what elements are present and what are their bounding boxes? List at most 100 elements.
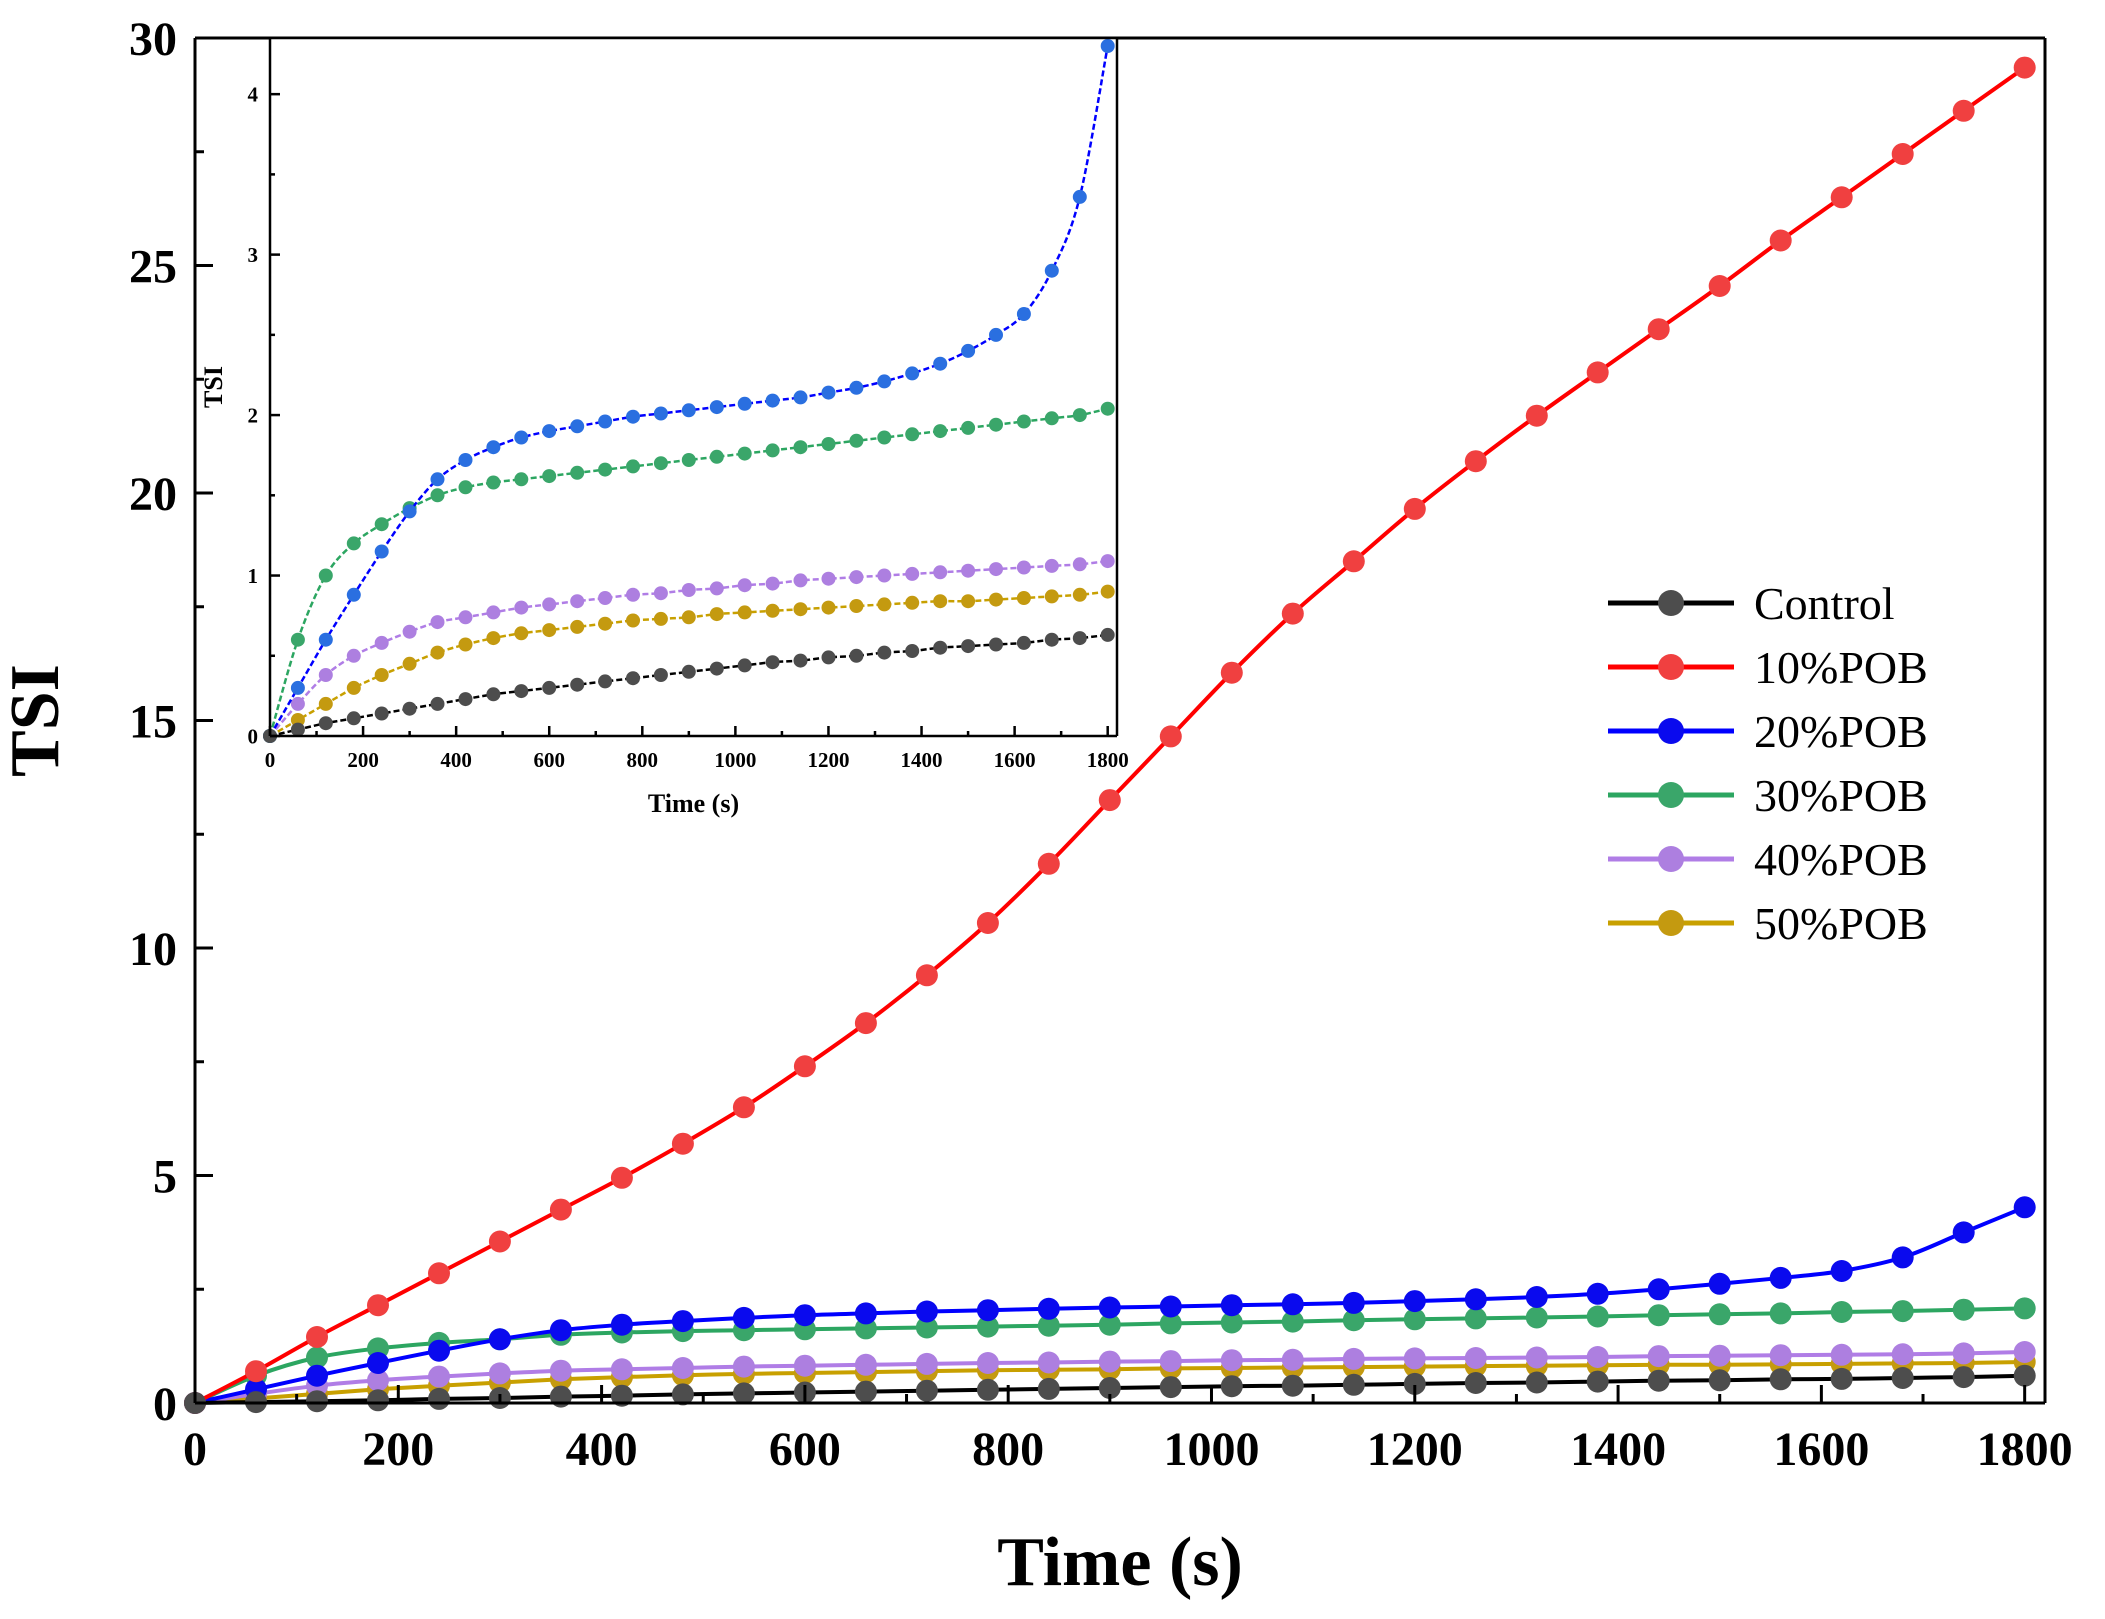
main-point-30pct-pob-27 [1830,1301,1853,1323]
inset-point-control-30 [1100,627,1115,642]
inset-point-20pct-pob-30 [1100,39,1115,53]
main-point-10pct-pob-26 [1769,229,1792,252]
inset-point-30pct-pob-13 [626,459,640,474]
inset-point-50pct-pob-11 [570,619,585,634]
inset-point-50pct-pob-9 [514,626,529,641]
inset-point-30pct-pob-21 [849,433,864,448]
main-point-30pct-pob-15 [1098,1313,1121,1336]
main-y-tick-label-20: 20 [129,468,177,521]
main-point-10pct-pob-29 [1952,99,1975,122]
inset-point-20pct-pob-13 [626,409,640,424]
inset-point-40pct-pob-20 [821,571,836,586]
inset-point-20pct-pob-14 [653,406,668,421]
main-point-20pct-pob-19 [1342,1291,1365,1314]
main-point-40pct-pob-21 [1464,1347,1487,1369]
inset-y-tick-label-1: 1 [248,564,259,588]
main-x-tick-label-600: 600 [769,1423,841,1476]
main-x-tick-label-1800: 1800 [1977,1423,2073,1476]
legend-marker-control [1658,590,1684,616]
inset-plot: 0 200 400 600 800 1000 1200 1400 1600 1800 0 1 2 3 4 Ti… [199,36,1129,818]
inset-point-50pct-pob-1 [290,713,305,727]
inset-point-30pct-pob-4 [374,517,389,532]
inset-point-40pct-pob-17 [737,578,752,593]
inset-point-30pct-pob-28 [1044,411,1059,426]
legend-label-40pct-pob: 40%POB [1754,834,1928,885]
main-x-tick-label-200: 200 [362,1423,434,1476]
inset-point-control-11 [570,677,585,692]
inset-point-30pct-pob-7 [458,480,473,495]
inset-point-50pct-pob-21 [849,599,864,613]
main-y-tick-label-5: 5 [153,1150,177,1203]
main-point-30pct-pob-21 [1464,1307,1487,1330]
inset-point-20pct-pob-24 [933,356,948,371]
inset-point-40pct-pob-15 [681,583,696,597]
inset-point-30pct-pob-10 [542,469,557,484]
inset-point-control-5 [402,701,417,716]
inset-point-40pct-pob-18 [765,576,780,591]
inset-point-50pct-pob-24 [933,594,948,609]
main-point-20pct-pob-11 [854,1302,877,1325]
main-point-20pct-pob-15 [1098,1296,1121,1319]
main-point-20pct-pob-5 [488,1328,511,1351]
inset-point-20pct-pob-26 [989,327,1003,342]
main-point-40pct-pob-28 [1891,1343,1914,1366]
main-point-20pct-pob-26 [1769,1266,1792,1289]
main-point-40pct-pob-9 [732,1355,755,1378]
main-point-40pct-pob-22 [1525,1346,1548,1369]
main-point-10pct-pob-4 [428,1262,450,1285]
inset-point-50pct-pob-19 [793,602,808,617]
inset-point-50pct-pob-16 [709,607,724,622]
inset-point-20pct-pob-18 [765,393,780,408]
inset-point-30pct-pob-26 [989,417,1003,432]
inset-point-control-28 [1044,632,1059,647]
main-point-40pct-pob-8 [671,1357,694,1379]
inset-point-40pct-pob-13 [626,587,640,602]
inset-point-30pct-pob-19 [793,440,808,455]
inset-point-40pct-pob-3 [346,648,361,663]
inset-point-control-13 [626,671,640,686]
inset-x-tick-label-1600: 1600 [994,748,1036,772]
inset-point-20pct-pob-21 [849,380,864,395]
main-x-tick-label-400: 400 [566,1423,638,1476]
inset-point-40pct-pob-16 [709,581,724,596]
main-point-40pct-pob-24 [1647,1345,1670,1368]
main-point-10pct-pob-6 [549,1198,572,1221]
main-point-control-12 [915,1379,938,1402]
inset-point-control-18 [765,655,780,670]
inset-x-tick-label-200: 200 [347,748,379,772]
inset-point-20pct-pob-16 [709,400,724,415]
main-point-10pct-pob-9 [732,1096,755,1119]
inset-point-control-15 [681,664,696,679]
main-point-40pct-pob-4 [428,1365,450,1388]
inset-point-30pct-pob-2 [318,568,333,583]
inset-x-tick-label-600: 600 [533,748,565,772]
main-x-tick-label-0: 0 [183,1423,207,1476]
inset-y-tick-label-0: 0 [248,724,259,748]
inset-x-tick-label-1000: 1000 [714,748,756,772]
main-point-40pct-pob-15 [1098,1350,1121,1373]
inset-point-30pct-pob-22 [877,430,892,445]
main-point-control-3 [367,1389,389,1412]
main-point-30pct-pob-16 [1159,1312,1182,1335]
inset-point-control-20 [821,650,836,665]
inset-point-control-8 [486,687,501,702]
main-point-control-29 [1952,1366,1975,1389]
inset-point-40pct-pob-30 [1100,554,1115,569]
inset-y-axis-title: TSI [199,366,228,408]
main-point-20pct-pob-14 [1037,1297,1060,1320]
inset-point-20pct-pob-15 [681,403,696,418]
main-point-20pct-pob-21 [1464,1288,1487,1311]
legend-marker-20pct-pob [1658,718,1684,744]
main-point-10pct-pob-12 [915,964,938,987]
main-point-control-24 [1647,1369,1670,1392]
main-x-tick-label-1200: 1200 [1367,1423,1463,1476]
main-point-30pct-pob-14 [1037,1314,1060,1337]
inset-point-30pct-pob-18 [765,443,780,458]
main-point-40pct-pob-27 [1830,1343,1853,1366]
main-x-tick-label-800: 800 [972,1423,1044,1476]
inset-point-control-3 [346,711,361,726]
inset-point-control-4 [374,706,389,721]
main-point-10pct-pob-30 [2013,56,2036,79]
inset-point-20pct-pob-17 [737,396,752,411]
inset-point-40pct-pob-5 [402,624,417,639]
